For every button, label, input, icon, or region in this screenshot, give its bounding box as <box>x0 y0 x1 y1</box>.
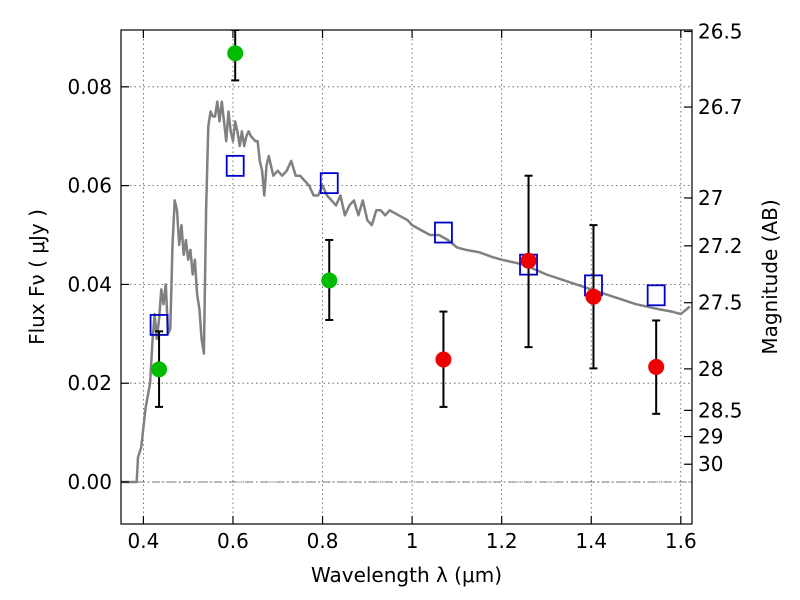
y2-tick-label: 29 <box>698 425 723 449</box>
model-photometry-square <box>319 172 339 195</box>
plot-area <box>121 30 691 484</box>
x-tick-label: 1.6 <box>665 529 697 553</box>
x-tick-label: 1.4 <box>575 529 607 553</box>
y2-tick-label: 26.7 <box>698 95 743 119</box>
observed-flux-point <box>585 288 602 305</box>
x-tick-label: 0.4 <box>127 529 159 553</box>
x-axis-label: Wavelength λ (μm) <box>311 563 502 587</box>
y-axis-label: Flux Fν ( μJy ) <box>25 209 49 345</box>
grid-lines <box>121 30 692 524</box>
y-tick-label: 0.06 <box>67 174 112 198</box>
y2-tick-label: 30 <box>698 452 723 476</box>
x-tick-label: 0.8 <box>307 529 339 553</box>
axis-ticks <box>121 30 692 524</box>
plot-frame <box>120 29 693 525</box>
y2-tick-label: 28.5 <box>698 398 743 422</box>
x-tick-label: 1.2 <box>486 529 518 553</box>
model-photometry-square <box>434 221 453 244</box>
observed-flux-point <box>321 272 338 289</box>
y2-tick-label: 27.5 <box>698 291 743 315</box>
y-tick-label: 0.08 <box>67 75 112 99</box>
observed-flux-point <box>435 351 452 368</box>
y-tick-label: 0.02 <box>67 371 112 395</box>
y2-tick-label: 26.5 <box>698 19 743 43</box>
y-tick-label: 0.00 <box>67 470 112 494</box>
y2-tick-label: 27.2 <box>698 234 743 258</box>
model-photometry-square <box>646 284 666 307</box>
y2-tick-label: 27 <box>698 186 723 210</box>
tick-labels: 0.4 0.6 0.8 1 1.2 1.4 1.6 0.00 0.02 0.04 0.06 0.08 2… <box>67 19 742 553</box>
y-tick-label: 0.04 <box>67 272 112 296</box>
observed-flux-point <box>151 361 168 378</box>
y2-axis-label: Magnitude (AB) <box>758 199 782 354</box>
observed-flux-point <box>227 45 244 62</box>
observed-flux-point <box>520 252 537 269</box>
data-series <box>121 30 691 484</box>
observed-flux-point <box>648 358 665 375</box>
x-tick-label: 1 <box>406 529 419 553</box>
model-photometry-square <box>225 154 245 177</box>
x-tick-label: 0.6 <box>217 529 249 553</box>
y2-tick-label: 28 <box>698 357 723 381</box>
model-spectrum-line <box>121 100 691 484</box>
